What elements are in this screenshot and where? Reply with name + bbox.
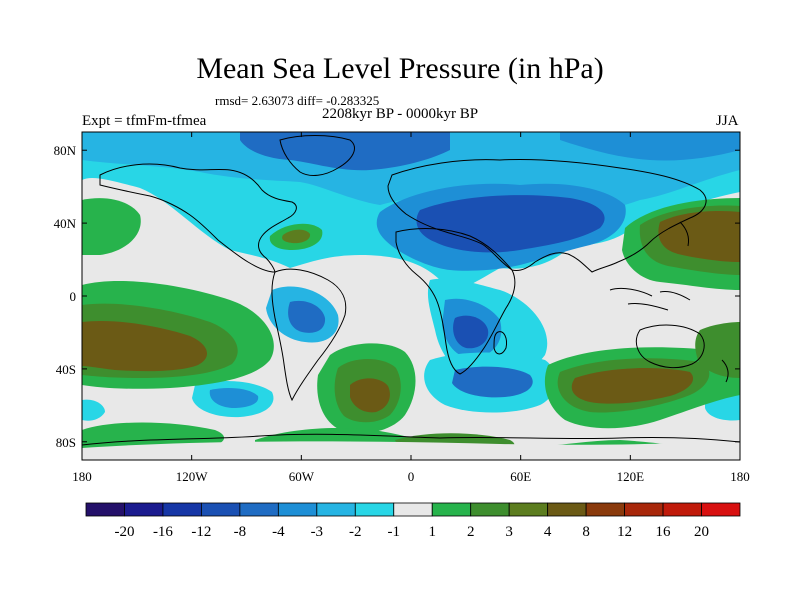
colorbar-label: 8 xyxy=(582,524,590,540)
south-america-coast xyxy=(271,268,347,402)
lon-tick-label: 120E xyxy=(617,469,645,484)
lon-tick-label: 0 xyxy=(408,469,415,484)
greenland-coast xyxy=(279,135,355,176)
lat-tick-label: 80S xyxy=(56,435,76,450)
colorbar-label: -4 xyxy=(272,524,285,540)
colorbar-swatch xyxy=(701,502,741,517)
colorbar-swatch xyxy=(354,502,395,517)
greenland-deep-low xyxy=(240,132,450,171)
figure-title: Mean Sea Level Pressure (in hPa) xyxy=(196,52,604,85)
colorbar-swatch xyxy=(316,502,356,517)
lon-tick-label: 60E xyxy=(510,469,531,484)
coastlines xyxy=(82,135,740,446)
colorbar-label: -8 xyxy=(234,524,247,540)
latitude-axis: 80N 40N 0 40S 80S xyxy=(54,143,740,450)
lon-tick-label: 60W xyxy=(289,469,315,484)
south-atlantic-high-core xyxy=(350,378,390,413)
eurasia-low-core xyxy=(416,195,605,253)
lat-tick-label: 40S xyxy=(56,362,76,377)
colorbar-swatch xyxy=(201,502,241,517)
colorbar-label: -20 xyxy=(114,524,134,540)
eurasia-coast xyxy=(387,158,707,273)
colorbar-label: 20 xyxy=(694,524,709,540)
colorbar-swatch xyxy=(585,502,625,517)
time-period: 2208kyr BP - 0000kyr BP xyxy=(322,106,479,122)
colorbar-swatch xyxy=(124,502,164,517)
colorbar-label: 12 xyxy=(617,524,632,540)
australia-coast xyxy=(635,324,705,369)
colorbar-label: -3 xyxy=(311,524,324,540)
colorbar-label: 2 xyxy=(467,524,475,540)
colorbar-label: 1 xyxy=(428,524,436,540)
south-pacific-high-core xyxy=(82,320,208,372)
colorbar-label: -12 xyxy=(191,524,211,540)
colorbar-label: -2 xyxy=(349,524,362,540)
north-pacific-high-west xyxy=(82,198,141,255)
colorbar-swatch xyxy=(508,502,549,517)
lon-tick-label: 120W xyxy=(176,469,209,484)
madagascar-coast xyxy=(493,331,507,355)
colorbar-swatch xyxy=(431,502,472,517)
rmsd-diff-stats: rmsd= 2.63073 diff= -0.283325 xyxy=(215,93,380,108)
colorbar-swatch xyxy=(85,502,125,517)
colorbar-swatch xyxy=(470,502,510,517)
contour-field xyxy=(82,132,740,460)
indian-australia-high-core xyxy=(571,368,694,404)
longitude-axis: 180 120W 60W 0 60E 120E 180 xyxy=(72,132,750,484)
new-zealand-coast xyxy=(721,359,729,383)
southern-ocean-streak xyxy=(82,399,105,421)
colorbar-label: 4 xyxy=(544,524,552,540)
experiment-label: Expt = tfmFm-tfmea xyxy=(82,113,207,129)
colorbar-label: 16 xyxy=(656,524,672,540)
colorbar-swatch xyxy=(662,502,702,517)
atlantic-small-high-core xyxy=(282,229,311,244)
lon-tick-label: 180 xyxy=(72,469,92,484)
indian-ocean-low-core xyxy=(452,366,533,398)
east-pacific-high-edge xyxy=(695,322,740,378)
lat-tick-label: 80N xyxy=(54,143,77,158)
colorbar-swatch xyxy=(393,502,433,517)
colorbar-label: 3 xyxy=(505,524,513,540)
colorbar-swatch xyxy=(624,502,664,517)
indonesia-coast xyxy=(609,287,691,311)
africa-coast xyxy=(395,228,516,375)
colorbar-swatch xyxy=(162,502,202,517)
south-pacific-low-core xyxy=(209,388,259,408)
colorbar-swatch xyxy=(239,502,279,517)
lon-tick-label: 180 xyxy=(730,469,750,484)
africa-low-core xyxy=(453,315,489,349)
japan-coast xyxy=(679,221,689,247)
colorbar: -20 -16 -12 -8 -4 -3 -2 -1 1 2 3 4 8 12 16 20 xyxy=(85,502,741,540)
lat-tick-label: 40N xyxy=(54,216,77,231)
north-america-coast xyxy=(99,163,297,273)
colorbar-label: -16 xyxy=(153,524,173,540)
colorbar-swatch xyxy=(277,502,318,517)
colorbar-label: -1 xyxy=(388,524,401,540)
antarctica-coast xyxy=(82,433,740,446)
polar-low-east xyxy=(560,132,740,161)
lat-tick-label: 0 xyxy=(70,289,77,304)
season-label: JJA xyxy=(716,113,739,129)
south-america-low-core xyxy=(288,300,326,333)
colorbar-swatch xyxy=(547,502,587,517)
antarctic-neutral xyxy=(82,440,740,460)
